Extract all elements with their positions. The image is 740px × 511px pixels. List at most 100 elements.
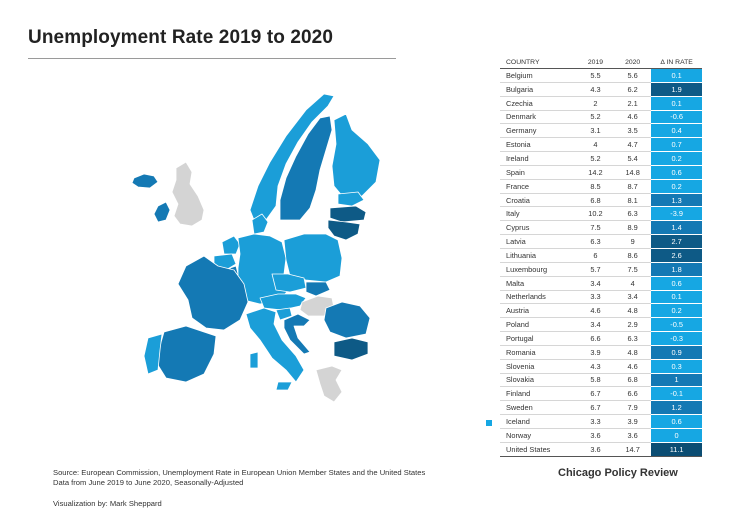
table-row: Netherlands 3.3 3.4 0.1 — [500, 290, 702, 305]
table-row: Slovakia 5.8 6.8 1 — [500, 373, 702, 388]
table-row: Norway 3.6 3.6 0 — [500, 428, 702, 443]
cell-2020: 3.9 — [614, 414, 652, 429]
cell-delta: -3.9 — [651, 206, 702, 222]
table-row: Iceland 3.3 3.9 0.6 — [500, 414, 702, 429]
map-greece — [315, 365, 343, 403]
cell-delta: 0.6 — [651, 276, 702, 291]
title-divider — [28, 58, 396, 59]
cell-2019: 4.3 — [576, 359, 615, 374]
table-row: Malta 3.4 4 0.6 — [500, 276, 702, 291]
cell-2019: 4 — [576, 137, 615, 153]
cell-2019: 6.7 — [576, 400, 615, 416]
cell-delta: 0.9 — [651, 345, 702, 360]
cell-2020: 3.6 — [614, 428, 652, 443]
cell-2020: 8.1 — [614, 193, 652, 208]
cell-2020: 2.9 — [614, 317, 652, 333]
cell-2020: 8.6 — [614, 248, 652, 263]
cell-delta: 1.3 — [651, 193, 702, 208]
cell-delta: -0.6 — [651, 110, 702, 125]
map-ireland — [153, 201, 171, 223]
cell-2019: 10.2 — [576, 206, 615, 222]
unemployment-table: COUNTRY 2019 2020 Δ IN RATE Belgium 5.5 5.… — [500, 56, 702, 457]
cell-2020: 2.1 — [614, 96, 652, 111]
cell-2020: 9 — [614, 234, 652, 249]
table-row: Finland 6.7 6.6 -0.1 — [500, 386, 702, 402]
table-row: Czechia 2 2.1 0.1 — [500, 96, 702, 111]
map-poland — [283, 233, 343, 283]
cell-country: Lithuania — [500, 248, 577, 263]
cell-country: Poland — [500, 317, 577, 333]
map-norway — [249, 93, 335, 221]
cell-country: Malta — [500, 276, 577, 291]
map-uk — [171, 161, 205, 227]
cell-2020: 4 — [614, 276, 652, 291]
cell-delta: 2.6 — [651, 248, 702, 263]
table-row: Latvia 6.3 9 2.7 — [500, 234, 702, 249]
cell-2019: 3.6 — [576, 441, 615, 457]
cell-country: Ireland — [500, 151, 577, 166]
visualization-credit: Visualization by: Mark Sheppard — [53, 499, 162, 508]
cell-country: Netherlands — [500, 290, 577, 305]
cell-2019: 6.6 — [576, 331, 615, 346]
cell-delta: -0.1 — [651, 386, 702, 402]
cell-2019: 5.8 — [576, 373, 615, 388]
cell-2019: 3.1 — [576, 123, 615, 139]
cell-country: Cyprus — [500, 220, 577, 236]
table-row: Austria 4.6 4.8 0.2 — [500, 303, 702, 319]
header-delta: Δ IN RATE — [651, 56, 702, 69]
cell-delta: -0.5 — [651, 317, 702, 333]
cell-delta: 0.3 — [651, 359, 702, 374]
cell-2020: 6.3 — [614, 206, 652, 222]
cell-2019: 6.7 — [576, 386, 615, 402]
cell-country: Italy — [500, 206, 577, 222]
cell-delta: 1.8 — [651, 262, 702, 277]
table-row: Cyprus 7.5 8.9 1.4 — [500, 220, 702, 236]
map-denmark — [251, 213, 269, 235]
table-row: Spain 14.2 14.8 0.6 — [500, 165, 702, 180]
cell-2019: 8.5 — [576, 179, 615, 194]
table-row: Bulgaria 4.3 6.2 1.9 — [500, 82, 702, 97]
cell-2020: 6.6 — [614, 386, 652, 402]
cell-country: Norway — [500, 428, 577, 443]
cell-2020: 4.6 — [614, 359, 652, 374]
europe-map — [131, 93, 381, 403]
chart-title: Unemployment Rate 2019 to 2020 — [28, 27, 334, 48]
source-line-2: Data from June 2019 to June 2020, Season… — [53, 478, 244, 487]
map-estonia — [337, 191, 365, 207]
table-row: Denmark 5.2 4.6 -0.6 — [500, 110, 702, 125]
table-row: Italy 10.2 6.3 -3.9 — [500, 206, 702, 222]
table-row: Romania 3.9 4.8 0.9 — [500, 345, 702, 360]
cell-2020: 4.8 — [614, 303, 652, 319]
cell-country: Croatia — [500, 193, 577, 208]
cell-2020: 5.4 — [614, 151, 652, 166]
table-row: Estonia 4 4.7 0.7 — [500, 137, 702, 153]
cell-country: Luxembourg — [500, 262, 577, 277]
header-2019: 2019 — [576, 56, 615, 69]
cell-country: Portugal — [500, 331, 577, 346]
cell-delta: 0.2 — [651, 179, 702, 194]
cell-2019: 4.6 — [576, 303, 615, 319]
table-row: Slovenia 4.3 4.6 0.3 — [500, 359, 702, 374]
map-finland — [331, 113, 381, 199]
cell-country: Slovakia — [500, 373, 577, 388]
table-row: Germany 3.1 3.5 0.4 — [500, 123, 702, 139]
header-country: COUNTRY — [500, 56, 577, 69]
source-line-1: Source: European Commission, Unemploymen… — [53, 468, 426, 477]
cell-2019: 7.5 — [576, 220, 615, 236]
map-bulgaria — [333, 337, 369, 361]
cell-2019: 3.6 — [576, 428, 615, 443]
cell-2020: 5.6 — [614, 68, 652, 83]
cell-delta: 1.2 — [651, 400, 702, 416]
cell-2019: 3.4 — [576, 317, 615, 333]
cell-2020: 14.8 — [614, 165, 652, 180]
cell-delta: 1 — [651, 373, 702, 388]
cell-2020: 6.3 — [614, 331, 652, 346]
map-sweden — [279, 115, 333, 221]
map-croatia — [283, 313, 311, 355]
cell-2020: 6.8 — [614, 373, 652, 388]
cell-2019: 5.2 — [576, 151, 615, 166]
cell-2019: 14.2 — [576, 165, 615, 180]
cell-delta: -0.3 — [651, 331, 702, 346]
cell-2020: 4.6 — [614, 110, 652, 125]
cell-delta: 0.6 — [651, 414, 702, 429]
